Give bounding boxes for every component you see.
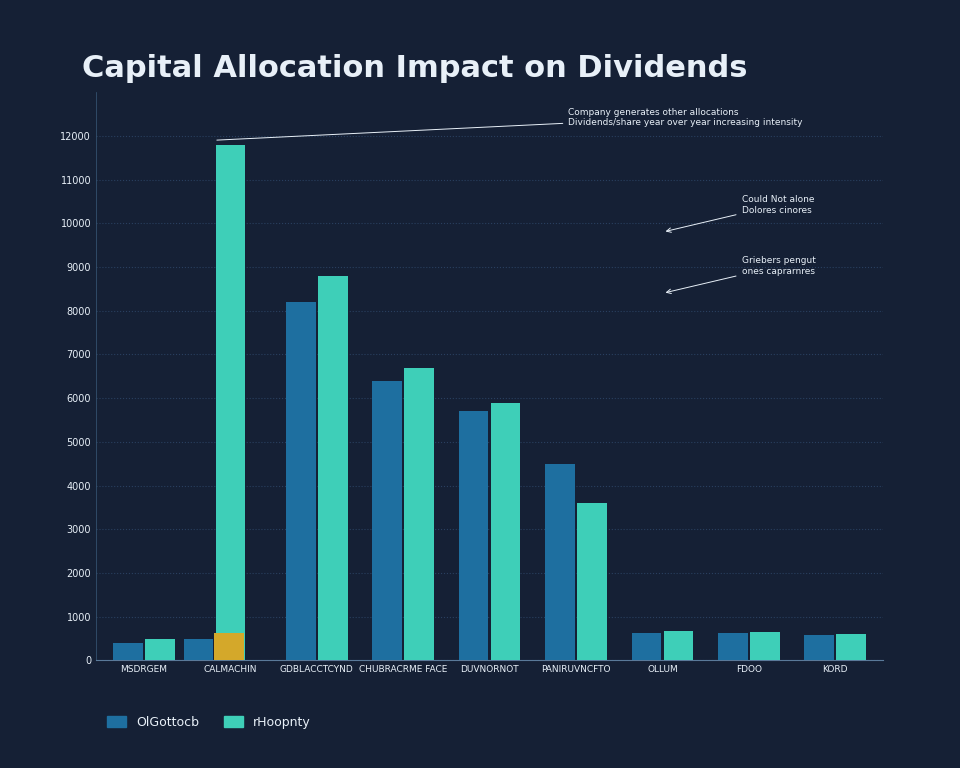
Bar bbox=[216, 144, 245, 660]
Bar bbox=[577, 503, 607, 660]
Bar bbox=[718, 634, 748, 660]
Bar bbox=[404, 368, 434, 660]
Bar bbox=[372, 381, 402, 660]
Bar bbox=[214, 634, 244, 660]
Text: Could Not alone
Dolores cinores: Could Not alone Dolores cinores bbox=[666, 195, 814, 232]
Bar bbox=[545, 464, 575, 660]
Bar bbox=[183, 639, 213, 660]
Bar bbox=[632, 633, 661, 660]
Bar bbox=[836, 634, 866, 660]
Legend: OlGottocb, rHoopnty: OlGottocb, rHoopnty bbox=[103, 711, 316, 733]
Text: Griebers pengut
ones caprarnres: Griebers pengut ones caprarnres bbox=[666, 257, 815, 293]
Bar bbox=[145, 640, 175, 660]
Text: Capital Allocation Impact on Dividends: Capital Allocation Impact on Dividends bbox=[82, 54, 747, 83]
Bar bbox=[459, 412, 489, 660]
Bar bbox=[804, 635, 834, 660]
Bar bbox=[113, 643, 143, 660]
Bar bbox=[491, 402, 520, 660]
Text: Company generates other allocations
Dividends/share year over year increasing in: Company generates other allocations Divi… bbox=[217, 108, 803, 140]
Bar bbox=[318, 276, 348, 660]
Bar bbox=[663, 631, 693, 660]
Bar bbox=[286, 302, 316, 660]
Bar bbox=[750, 632, 780, 660]
